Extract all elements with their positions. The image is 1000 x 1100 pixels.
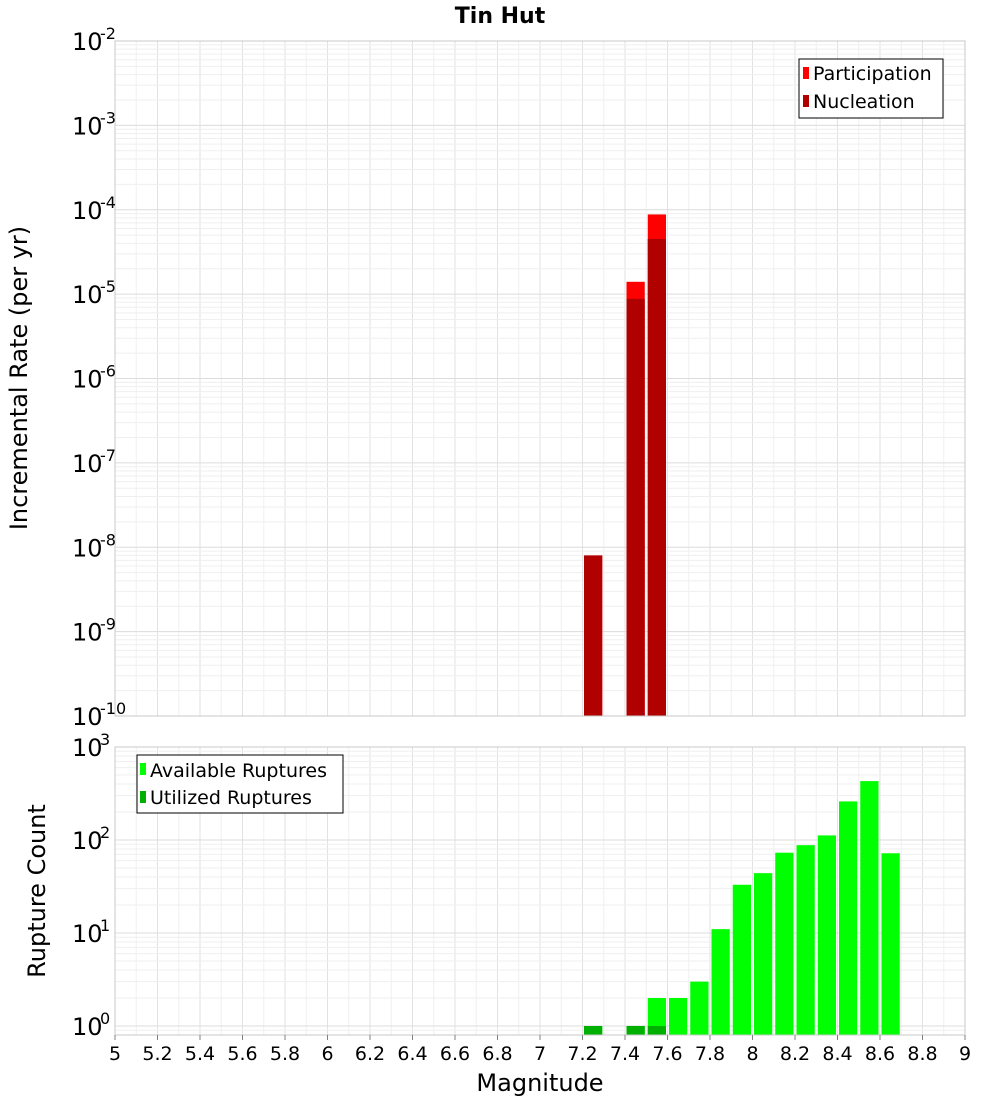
bar-available-ruptures: [860, 781, 879, 1035]
y-tick-exponent: -7: [100, 446, 116, 465]
y-tick-label: 10: [72, 920, 103, 948]
bar-available-ruptures: [796, 845, 815, 1035]
top-bars: [584, 214, 666, 717]
top-plot-frame: [114, 40, 966, 717]
y-tick-exponent: -2: [100, 24, 116, 43]
bar-available-ruptures: [881, 853, 900, 1035]
y-tick-exponent: -9: [100, 615, 116, 634]
bar-available-ruptures: [647, 997, 666, 1035]
chart-title: Tin Hut: [455, 4, 546, 29]
bar-available-ruptures: [732, 884, 751, 1035]
top-legend: Participation Nucleation: [798, 58, 944, 119]
x-tick-label: 7.6: [652, 1043, 682, 1065]
y-tick-label: 10: [72, 703, 103, 731]
y-tick-exponent: -8: [100, 530, 116, 549]
y-tick-label: 10: [72, 197, 103, 225]
bar-utilized-ruptures: [647, 1025, 666, 1035]
bar-available-ruptures: [817, 835, 836, 1035]
bar-available-ruptures: [754, 873, 773, 1035]
bar-utilized-ruptures: [626, 1025, 645, 1035]
y-tick-label: 10: [72, 534, 103, 562]
y-tick-label: 10: [72, 112, 103, 140]
y-tick-exponent: -5: [100, 277, 116, 296]
y-tick-exponent: -10: [100, 699, 126, 718]
top-legend-box: [798, 58, 944, 119]
y-tick-label: 10: [72, 827, 103, 855]
y-tick-exponent: -4: [100, 193, 116, 212]
top-y-axis-label: Incremental Rate (per yr): [5, 226, 33, 530]
y-tick-label: 10: [72, 619, 103, 647]
x-tick-label: 6: [321, 1043, 333, 1065]
x-tick-label: 5.4: [185, 1043, 215, 1065]
top-grid: [114, 40, 966, 717]
y-tick-label: 10: [72, 366, 103, 394]
x-tick-label: 7.2: [567, 1043, 597, 1065]
x-tick-label: 8.8: [907, 1043, 937, 1065]
x-axis-label: Magnitude: [476, 1069, 603, 1097]
legend-swatch-participation: [803, 67, 809, 79]
y-tick-exponent: 2: [100, 823, 110, 842]
bar-available-ruptures: [775, 852, 794, 1035]
y-tick-label: 10: [72, 1013, 103, 1041]
x-tick-label: 5.2: [142, 1043, 172, 1065]
y-tick-label: 10: [72, 450, 103, 478]
x-tick-label: 7.8: [695, 1043, 725, 1065]
bar-nucleation: [626, 298, 645, 716]
y-tick-label: 10: [72, 734, 103, 762]
x-tick-label: 5: [109, 1043, 121, 1065]
x-tick-label: 5.8: [270, 1043, 300, 1065]
bottom-legend: Available Ruptures Utilized Ruptures: [136, 754, 344, 814]
x-tick-label: 6.6: [440, 1043, 470, 1065]
y-tick-exponent: 0: [100, 1009, 110, 1028]
y-tick-label: 10: [72, 28, 103, 56]
bar-nucleation: [647, 239, 666, 716]
y-tick-exponent: -6: [100, 362, 116, 381]
bottom-legend-box: [136, 754, 344, 814]
legend-label-nucleation: Nucleation: [813, 91, 915, 113]
x-tick-label: 6.8: [482, 1043, 512, 1065]
legend-label-participation: Participation: [813, 63, 932, 85]
bar-nucleation: [584, 555, 603, 716]
legend-swatch-utilized: [140, 791, 146, 803]
legend-label-available: Available Ruptures: [150, 760, 327, 782]
legend-label-utilized: Utilized Ruptures: [150, 787, 312, 809]
x-tick-label: 9: [959, 1043, 971, 1065]
x-ticks: 5 5.2 5.4 5.6 5.8 6 6.2 6.4 6.6 6.8 7 7.2 7.4 7.6 7.8 8…: [109, 1035, 971, 1065]
x-tick-label: 8: [746, 1043, 758, 1065]
bar-utilized-ruptures: [584, 1025, 603, 1035]
x-tick-label: 7: [534, 1043, 546, 1065]
bottom-y-axis-label: Rupture Count: [23, 804, 51, 978]
bar-available-ruptures: [839, 801, 858, 1035]
bar-available-ruptures: [711, 929, 730, 1035]
top-y-ticks: 10-210-310-410-510-610-710-810-910-10: [72, 24, 126, 731]
x-tick-label: 8.6: [865, 1043, 895, 1065]
y-tick-exponent: -3: [100, 108, 116, 127]
x-tick-label: 6.2: [355, 1043, 385, 1065]
bottom-bars: [584, 781, 900, 1035]
y-tick-exponent: 1: [100, 916, 110, 935]
y-tick-label: 10: [72, 281, 103, 309]
bar-available-ruptures: [669, 997, 688, 1035]
x-tick-label: 8.2: [780, 1043, 810, 1065]
x-tick-label: 5.6: [227, 1043, 257, 1065]
legend-swatch-available: [140, 763, 146, 775]
bar-available-ruptures: [690, 981, 709, 1035]
y-tick-exponent: 3: [100, 730, 110, 749]
x-tick-label: 8.4: [822, 1043, 852, 1065]
x-tick-label: 7.4: [610, 1043, 640, 1065]
legend-swatch-nucleation: [803, 95, 809, 107]
x-tick-label: 6.4: [397, 1043, 427, 1065]
